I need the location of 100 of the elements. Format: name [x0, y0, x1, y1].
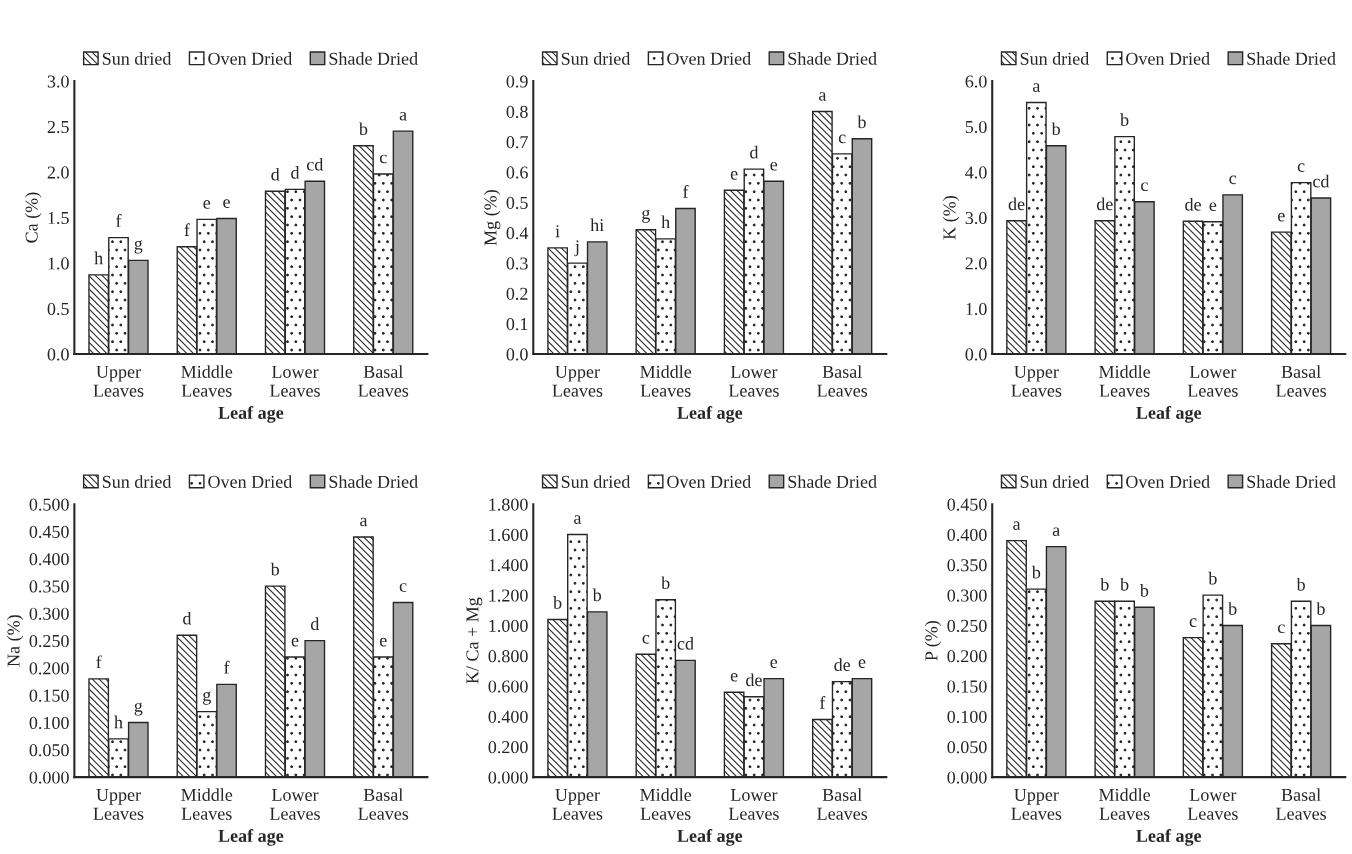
- data-label: de: [746, 673, 762, 687]
- x-tick-label: Lower Leaves: [269, 788, 320, 820]
- y-tick-label: 0.6: [506, 166, 528, 179]
- data-label: d: [271, 167, 280, 181]
- data-label: b: [358, 122, 368, 136]
- data-label: e: [203, 200, 211, 209]
- data-label: h: [94, 251, 103, 265]
- y-tick-label: 0.250: [29, 634, 69, 648]
- legend-label: Shade Dried: [329, 475, 418, 488]
- data-label: a: [574, 515, 582, 524]
- y-tick-label: 0.450: [947, 498, 987, 511]
- x-tick-label: Upper Leaves: [1011, 788, 1062, 820]
- y-tick-label: 0.050: [29, 744, 69, 757]
- legend-label: Sun dried: [102, 475, 172, 488]
- data-label: b: [270, 562, 280, 576]
- y-tick-label: 0.400: [29, 553, 69, 566]
- data-label: c: [1277, 624, 1285, 634]
- legend-label: Oven Dried: [667, 475, 751, 488]
- data-label: f: [184, 223, 190, 236]
- y-tick-label: 0.200: [488, 741, 528, 754]
- x-tick-label: Middle Leaves: [640, 365, 692, 397]
- data-label: f: [683, 185, 689, 198]
- data-label: de: [834, 658, 851, 671]
- x-tick-label: Middle Leaves: [181, 365, 233, 397]
- y-tick-label: 0.300: [947, 589, 987, 602]
- data-label: b: [1051, 122, 1060, 136]
- legend-label: Oven Dried: [208, 475, 293, 488]
- x-tick-label: Middle Leaves: [1099, 365, 1151, 397]
- y-tick-label: 0.0: [965, 348, 987, 361]
- data-label: b: [1228, 602, 1237, 615]
- y-tick-label: 1.800: [489, 498, 528, 511]
- data-label: de: [1185, 197, 1201, 211]
- data-label: d: [183, 611, 192, 625]
- x-tick-label: Middle Leaves: [640, 788, 692, 820]
- data-label: b: [1139, 583, 1149, 597]
- data-label: b: [1100, 577, 1109, 591]
- data-label: d: [291, 166, 300, 179]
- legend-label: Sun dried: [102, 52, 172, 65]
- data-label: a: [1013, 521, 1021, 530]
- y-tick-label: 1.5: [48, 211, 69, 225]
- data-label: b: [857, 115, 866, 129]
- x-axis-title: Leaf age: [677, 829, 743, 846]
- y-tick-label: 0.100: [947, 710, 987, 724]
- legend-label: Oven Dried: [208, 52, 293, 65]
- data-label: e: [1278, 212, 1285, 222]
- data-label: e: [770, 659, 778, 668]
- y-tick-label: 3.0: [47, 75, 69, 88]
- data-label: b: [1208, 571, 1217, 585]
- data-label: c: [379, 154, 387, 164]
- legend-label: Oven Dried: [1126, 475, 1210, 488]
- y-tick-label: 0.000: [488, 771, 528, 784]
- data-label: d: [310, 617, 320, 631]
- data-label: b: [661, 576, 670, 590]
- legend-label: Shade Dried: [788, 52, 877, 65]
- y-tick-label: 2.0: [47, 166, 69, 179]
- y-axis-title: Ca (%): [25, 192, 42, 243]
- x-axis-title: Leaf age: [677, 406, 743, 423]
- y-axis-title: K/ Ca + Mg: [466, 597, 483, 684]
- data-label: a: [360, 517, 368, 527]
- y-tick-label: 0.0: [47, 348, 69, 361]
- y-tick-label: 0.450: [29, 525, 69, 539]
- data-label: j: [574, 240, 579, 257]
- y-tick-label: 2.0: [965, 257, 987, 270]
- data-label: a: [1032, 83, 1041, 92]
- legend-label: Sun dried: [1020, 52, 1090, 65]
- data-label: a: [819, 92, 827, 101]
- legend-label: Shade Dried: [1247, 475, 1336, 488]
- y-tick-label: 0.800: [488, 650, 528, 663]
- data-label: e: [223, 199, 230, 208]
- y-tick-label: 0.400: [947, 528, 987, 542]
- x-tick-label: Basal Leaves: [358, 365, 409, 397]
- y-tick-label: 0.0: [506, 348, 528, 361]
- legend-label: Shade Dried: [1247, 52, 1336, 65]
- y-tick-label: 0.350: [947, 559, 987, 572]
- data-label: de: [1008, 197, 1025, 211]
- data-label: c: [1141, 182, 1148, 192]
- y-axis-title: P (%): [924, 620, 942, 661]
- data-label: e: [730, 171, 738, 180]
- x-tick-label: Upper Leaves: [1011, 365, 1062, 397]
- x-tick-label: Basal Leaves: [358, 788, 409, 820]
- x-tick-label: Upper Leaves: [552, 788, 603, 820]
- legend-label: Shade Dried: [788, 475, 877, 488]
- x-tick-label: Upper Leaves: [93, 788, 144, 820]
- y-tick-label: 1.200: [489, 589, 528, 602]
- y-tick-label: 0.2: [506, 287, 528, 300]
- data-label: c: [1229, 175, 1237, 185]
- y-tick-label: 0.150: [947, 680, 987, 693]
- data-label: g: [203, 691, 211, 705]
- data-label: e: [770, 161, 778, 171]
- x-axis-title: Leaf age: [1136, 829, 1202, 846]
- data-label: b: [1031, 565, 1041, 579]
- data-label: cd: [1313, 174, 1330, 188]
- y-tick-label: 0.050: [947, 741, 987, 754]
- x-axis-title: Leaf age: [218, 829, 284, 846]
- x-tick-label: Lower Leaves: [728, 365, 779, 397]
- x-tick-label: Upper Leaves: [552, 365, 603, 397]
- data-label: b: [592, 588, 602, 602]
- legend-label: Sun dried: [561, 52, 631, 65]
- x-tick-label: Middle Leaves: [1099, 788, 1151, 820]
- x-tick-label: Lower Leaves: [1187, 365, 1238, 397]
